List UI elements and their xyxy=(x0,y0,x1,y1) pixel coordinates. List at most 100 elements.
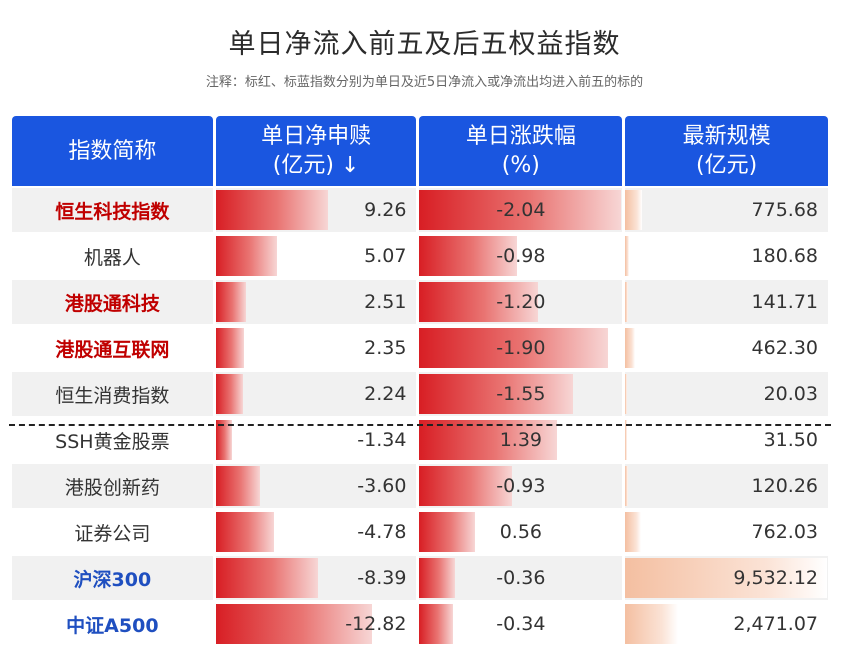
top-bottom-divider xyxy=(9,424,831,426)
change-bar xyxy=(419,190,622,230)
table-row[interactable]: 恒生消费指数 2.24 -1.55 20.03 xyxy=(12,372,828,416)
header-scale[interactable]: 最新规模 (亿元) xyxy=(625,116,828,186)
cell-change: -1.55 xyxy=(419,372,623,416)
cell-index-name: 机器人 xyxy=(12,234,213,278)
flow-value: -12.82 xyxy=(345,613,407,635)
flow-value: 2.51 xyxy=(364,291,407,313)
flow-bar xyxy=(215,604,372,644)
scale-value: 462.30 xyxy=(751,337,818,359)
cell-scale: 120.26 xyxy=(625,464,828,508)
table-body: 恒生科技指数 9.26 -2.04 775.68 机器人 5.07 -0.98 180.68 港… xyxy=(12,188,828,646)
cell-scale: 2,471.07 xyxy=(625,602,828,646)
header-name-label: 指数简称 xyxy=(68,138,157,164)
flow-value: 2.24 xyxy=(364,383,407,405)
table-row[interactable]: 港股通互联网 2.35 -1.90 462.30 xyxy=(12,326,828,370)
scale-bar xyxy=(625,558,828,598)
table-row[interactable]: 恒生科技指数 9.26 -2.04 775.68 xyxy=(12,188,828,232)
change-value: 1.39 xyxy=(499,429,542,451)
cell-scale: 141.71 xyxy=(625,280,828,324)
cell-change: -0.93 xyxy=(419,464,623,508)
scale-bar xyxy=(625,512,642,552)
index-name-text: 恒生科技指数 xyxy=(55,200,170,223)
change-bar xyxy=(419,604,454,644)
scale-value: 775.68 xyxy=(751,199,818,221)
cell-change: -1.90 xyxy=(419,326,623,370)
cell-index-name: 港股创新药 xyxy=(12,464,213,508)
change-bar xyxy=(419,558,456,598)
cell-change: 0.56 xyxy=(419,510,623,554)
table-row[interactable]: 机器人 5.07 -0.98 180.68 xyxy=(12,234,828,278)
index-name-text: 证券公司 xyxy=(74,522,151,545)
cell-index-name: 港股通科技 xyxy=(12,280,213,324)
index-name-text: 港股创新药 xyxy=(64,476,160,499)
cell-scale: 20.03 xyxy=(625,372,828,416)
index-name-text: 中证A500 xyxy=(66,614,159,637)
change-value: -0.98 xyxy=(496,245,546,267)
change-bar xyxy=(419,282,539,322)
flow-value: 2.35 xyxy=(364,337,407,359)
table-row[interactable]: 沪深300 -8.39 -0.36 9,532.12 xyxy=(12,556,828,600)
header-name[interactable]: 指数简称 xyxy=(12,116,213,186)
flow-bar xyxy=(215,420,233,460)
change-bar xyxy=(419,420,558,460)
scale-bar xyxy=(625,328,635,368)
header-scale-label: 最新规模 xyxy=(682,124,771,149)
cell-index-name: 港股通互联网 xyxy=(12,326,213,370)
flow-bar xyxy=(215,282,247,322)
flow-bar xyxy=(215,374,243,414)
flow-bar xyxy=(215,236,278,276)
cell-flow: 2.35 xyxy=(215,326,417,370)
cell-change: -0.34 xyxy=(419,602,623,646)
cell-flow: 9.26 xyxy=(215,188,417,232)
flow-value: -3.60 xyxy=(357,475,407,497)
scale-bar xyxy=(625,604,678,644)
table-row[interactable]: 证券公司 -4.78 0.56 762.03 xyxy=(12,510,828,554)
cell-flow: 5.07 xyxy=(215,234,417,278)
cell-flow: -8.39 xyxy=(215,556,417,600)
change-value: -1.90 xyxy=(496,337,546,359)
change-value: -1.55 xyxy=(496,383,546,405)
cell-flow: 2.24 xyxy=(215,372,417,416)
table-row[interactable]: 港股通科技 2.51 -1.20 141.71 xyxy=(12,280,828,324)
cell-scale: 180.68 xyxy=(625,234,828,278)
footnote: 注释：标红、标蓝指数分别为单日及近5日净流入或净流出均进入前五的标的 xyxy=(205,75,644,90)
cell-scale: 9,532.12 xyxy=(625,556,828,600)
scale-bar xyxy=(625,190,642,230)
cell-change: -0.98 xyxy=(419,234,623,278)
change-value: -1.20 xyxy=(496,291,546,313)
flow-value: -8.39 xyxy=(357,567,407,589)
scale-bar xyxy=(625,282,629,322)
cell-index-name: 中证A500 xyxy=(12,602,213,646)
cell-index-name: 沪深300 xyxy=(12,556,213,600)
header-flow[interactable]: 单日净申赎 (亿元) ↓ xyxy=(215,116,417,186)
flow-bar xyxy=(215,190,329,230)
cell-flow: 2.51 xyxy=(215,280,417,324)
index-name-text: 港股通科技 xyxy=(64,292,160,315)
scale-value: 141.71 xyxy=(751,291,818,313)
cell-index-name: 证券公司 xyxy=(12,510,213,554)
flow-bar xyxy=(215,558,318,598)
scale-value: 762.03 xyxy=(751,521,818,543)
scale-bar xyxy=(625,374,628,414)
cell-change: -2.04 xyxy=(419,188,623,232)
page-title: 单日净流入前五及后五权益指数 xyxy=(228,29,621,60)
table-row[interactable]: 港股创新药 -3.60 -0.93 120.26 xyxy=(12,464,828,508)
scale-bar xyxy=(625,236,630,276)
change-value: -0.34 xyxy=(496,613,546,635)
cell-scale: 775.68 xyxy=(625,188,828,232)
cell-scale: 462.30 xyxy=(625,326,828,370)
flow-value: 5.07 xyxy=(364,245,407,267)
index-name-text: SSH黄金股票 xyxy=(55,430,170,453)
change-value: -2.04 xyxy=(496,199,546,221)
flow-value: -1.34 xyxy=(357,429,407,451)
table-row[interactable]: 中证A500 -12.82 -0.34 2,471.07 xyxy=(12,602,828,646)
cell-index-name: 恒生消费指数 xyxy=(12,372,213,416)
cell-change: -0.36 xyxy=(419,556,623,600)
index-name-text: 机器人 xyxy=(83,246,141,269)
scale-value: 180.68 xyxy=(751,245,818,267)
flow-value: -4.78 xyxy=(357,521,407,543)
scale-value: 20.03 xyxy=(763,383,818,405)
header-scale-unit: (亿元) xyxy=(696,153,758,178)
header-change[interactable]: 单日涨跌幅 (%) xyxy=(419,116,623,186)
flow-value: 9.26 xyxy=(364,199,407,221)
